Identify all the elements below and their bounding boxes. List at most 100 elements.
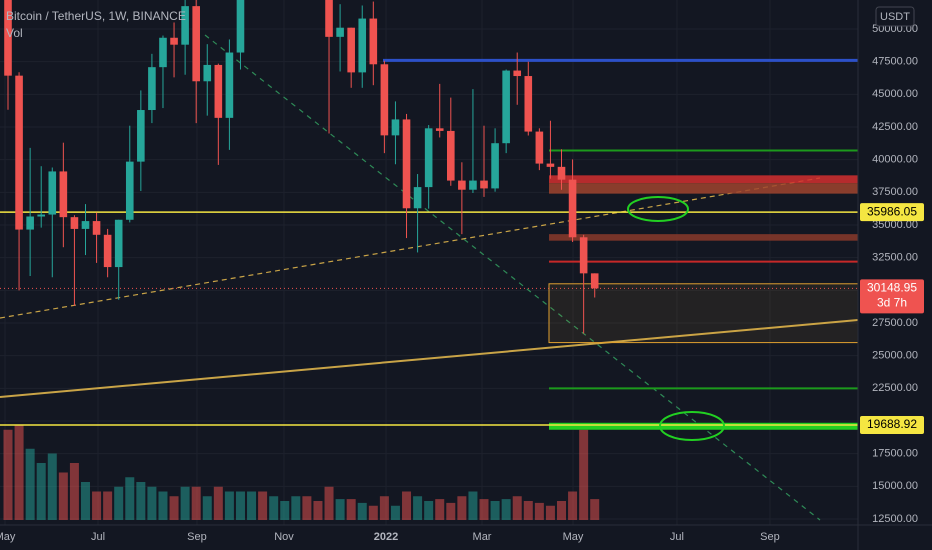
volume-bar xyxy=(136,482,146,520)
dashed-trendline xyxy=(204,34,821,521)
candle-body xyxy=(203,64,212,82)
y-tick-label: 17500.00 xyxy=(872,448,918,460)
zone xyxy=(549,183,858,194)
currency[interactable]: USDT xyxy=(880,11,910,23)
countdown: 3d 7h xyxy=(877,296,907,310)
volume-bar xyxy=(158,491,168,520)
volume-bar xyxy=(69,463,79,520)
y-tick-label: 25000.00 xyxy=(872,350,918,362)
y-tick-label: 35000.00 xyxy=(872,219,918,231)
x-tick-label: Sep xyxy=(760,531,780,543)
volume-bar xyxy=(36,463,46,520)
volume-bar xyxy=(357,502,367,520)
candle-body xyxy=(458,180,466,190)
candle-body xyxy=(92,221,101,235)
candle-body xyxy=(524,76,533,132)
volume-bar xyxy=(579,429,589,520)
dashed-trendline xyxy=(0,177,821,319)
volume-bar xyxy=(269,496,279,520)
last-price-box xyxy=(860,279,924,314)
candle-body xyxy=(402,119,411,209)
volume-bar xyxy=(235,491,245,520)
candle-body xyxy=(81,221,90,229)
y-tick-label: 27500.00 xyxy=(872,317,918,329)
volume-bar xyxy=(534,502,544,520)
candle-body xyxy=(369,18,378,65)
y-tick-label: 32500.00 xyxy=(872,252,918,264)
candle-body xyxy=(358,18,367,73)
indicator-name: Vol xyxy=(6,26,23,40)
volume-bar xyxy=(390,505,400,520)
volume-bar xyxy=(14,425,24,520)
candle-body xyxy=(214,64,223,118)
volume-bar xyxy=(247,491,257,520)
candle-body xyxy=(125,161,134,220)
ellipse xyxy=(659,411,725,441)
x-tick-label: Jul xyxy=(670,531,684,543)
y-tick-label: 40000.00 xyxy=(872,154,918,166)
zone xyxy=(548,283,858,344)
candle-body xyxy=(447,130,455,181)
trendline xyxy=(0,319,858,398)
volume-bar xyxy=(280,501,290,520)
volume-bar xyxy=(424,501,434,520)
y-tick-label: 15000.00 xyxy=(872,480,918,492)
currency-box[interactable] xyxy=(875,6,915,27)
volume-pane xyxy=(3,425,600,520)
axes: 12500.0015000.0017500.0020000.0022500.00… xyxy=(0,23,924,543)
candle-body xyxy=(37,214,46,217)
volume-bar xyxy=(125,477,135,520)
candle-body xyxy=(435,128,444,131)
candle-body xyxy=(48,171,57,215)
x-tick-label: May xyxy=(0,531,16,543)
volume-bar xyxy=(512,496,522,520)
annotations xyxy=(627,196,725,441)
volume-bar xyxy=(468,491,478,520)
volume-bar xyxy=(169,496,179,520)
volume-bar xyxy=(180,486,190,520)
volume-bar xyxy=(590,499,600,520)
x-tick-label: Jul xyxy=(91,531,105,543)
volume-bar xyxy=(191,486,201,520)
volume-bar xyxy=(435,499,445,520)
candle-body xyxy=(181,6,189,45)
last-price-label: 30148.95 xyxy=(867,281,917,295)
candle-body xyxy=(546,163,555,167)
candle-body xyxy=(480,180,488,189)
candle-body xyxy=(70,217,79,229)
volume-bar xyxy=(335,499,345,520)
y-tick-label: 47500.00 xyxy=(872,56,918,68)
candle-body xyxy=(325,0,333,37)
candles xyxy=(4,0,599,334)
candle-body xyxy=(579,237,588,274)
candle-body xyxy=(513,70,522,77)
candle-body xyxy=(4,0,12,76)
volume-bar xyxy=(479,499,489,520)
volume-bar xyxy=(402,491,412,520)
level-label: 35986.05 xyxy=(867,204,917,218)
candle-body xyxy=(469,180,477,190)
candle-body xyxy=(148,67,156,111)
volume-bar xyxy=(3,429,13,520)
candle-body xyxy=(159,37,167,68)
y-tick-label: 42500.00 xyxy=(872,121,918,133)
volume-bar xyxy=(302,496,312,520)
volume-bar xyxy=(324,486,334,520)
candle-body xyxy=(170,37,178,45)
volume-bar xyxy=(80,482,90,520)
volume-bar xyxy=(557,501,566,520)
candle-body xyxy=(137,110,145,162)
candle-body xyxy=(502,70,510,144)
volume-bar xyxy=(446,502,456,520)
candle-body xyxy=(236,0,245,53)
candle-body xyxy=(336,27,344,37)
x-tick-label: Sep xyxy=(187,531,207,543)
candle-body xyxy=(568,179,577,238)
candle-body xyxy=(26,216,34,230)
candle-body xyxy=(103,234,112,268)
volume-bar xyxy=(58,472,68,520)
y-tick-label: 12500.00 xyxy=(872,513,918,525)
